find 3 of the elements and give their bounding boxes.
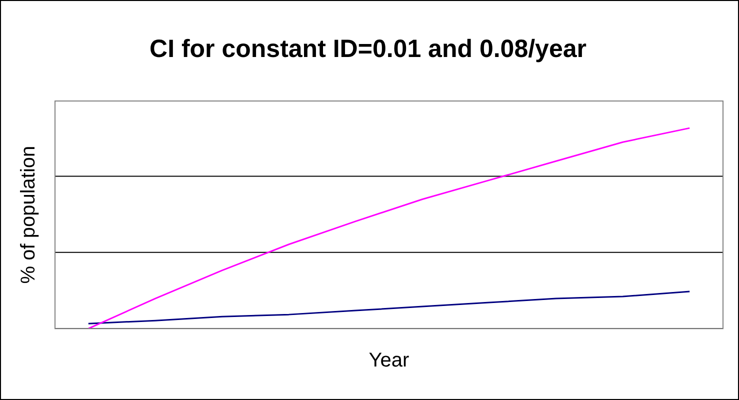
x-axis-title: Year (368, 350, 410, 372)
chart-title: CI for constant ID=0.01 and 0.08/year (150, 34, 587, 63)
y-axis-title: % of population (18, 146, 40, 284)
